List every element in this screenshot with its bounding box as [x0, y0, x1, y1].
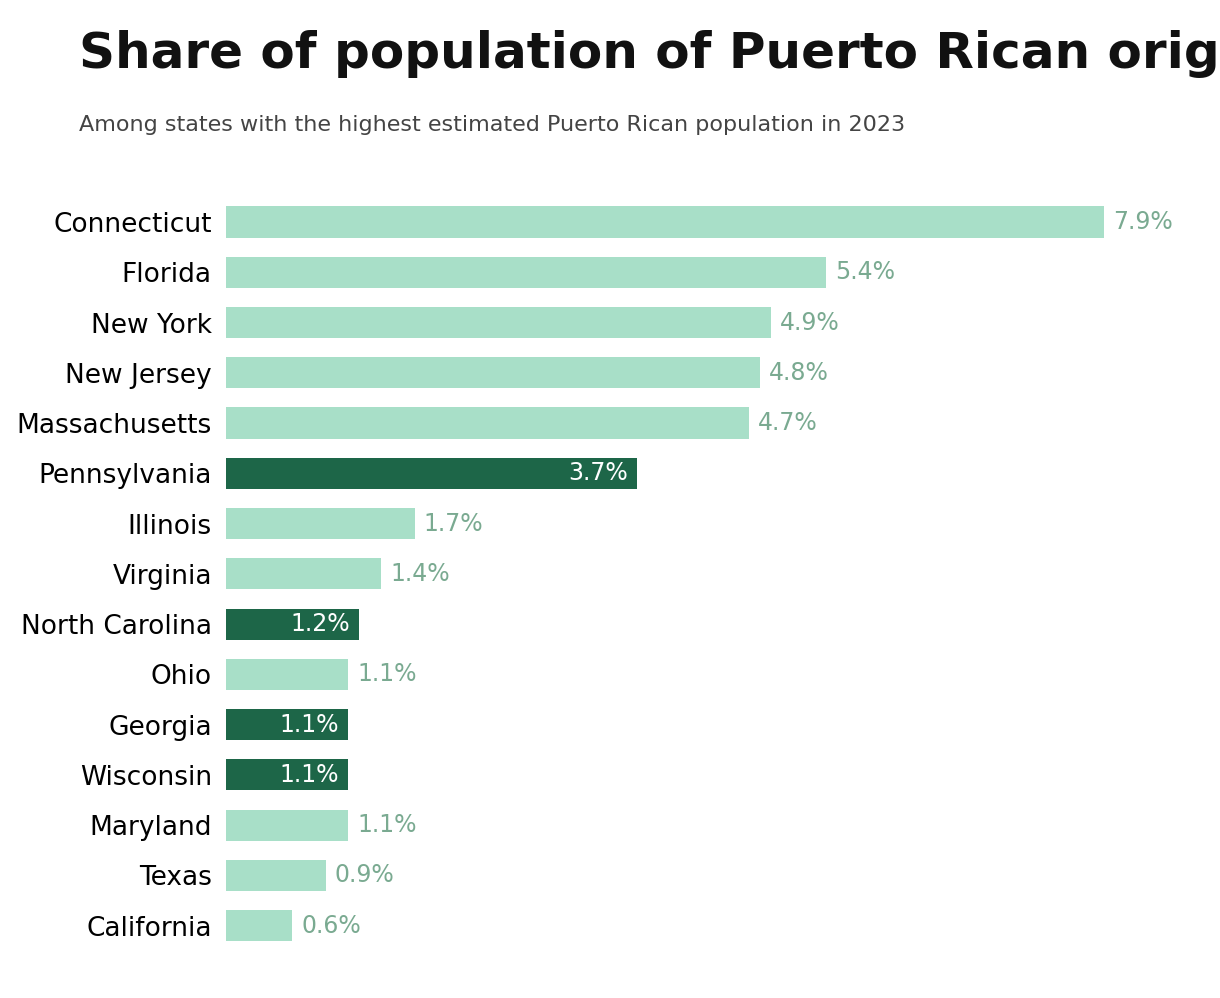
Text: 7.9%: 7.9%: [1114, 210, 1174, 234]
Text: 1.7%: 1.7%: [423, 512, 483, 536]
Bar: [226, 307, 771, 338]
Text: 0.6%: 0.6%: [301, 914, 361, 938]
Text: 1.2%: 1.2%: [290, 612, 350, 636]
Bar: [226, 207, 1104, 238]
Text: Swing state: Swing state: [714, 103, 854, 123]
Bar: [226, 508, 415, 539]
Text: 4.7%: 4.7%: [758, 411, 817, 435]
Text: 4.8%: 4.8%: [769, 361, 828, 385]
Text: 1.1%: 1.1%: [357, 663, 416, 687]
Text: 0.9%: 0.9%: [334, 863, 394, 887]
Text: 4.9%: 4.9%: [780, 310, 839, 334]
Bar: [226, 759, 348, 790]
Bar: [226, 910, 293, 941]
Bar: [226, 659, 348, 690]
Bar: [226, 407, 749, 439]
Text: 1.1%: 1.1%: [279, 762, 339, 786]
Bar: [226, 256, 826, 287]
Bar: [226, 860, 326, 891]
Bar: [226, 558, 382, 590]
Text: 1.1%: 1.1%: [279, 713, 339, 737]
Bar: [226, 357, 760, 388]
Text: 5.4%: 5.4%: [836, 260, 895, 284]
Text: 3.7%: 3.7%: [569, 461, 628, 485]
Bar: [226, 809, 348, 840]
Text: 1.1%: 1.1%: [357, 813, 416, 837]
Bar: [226, 709, 348, 741]
Text: Among states with the highest estimated Puerto Rican population in 2023: Among states with the highest estimated …: [79, 115, 905, 135]
Bar: [226, 609, 359, 640]
Bar: [226, 458, 637, 489]
Text: 1.4%: 1.4%: [390, 562, 450, 586]
Text: Share of population of Puerto Rican origin: Share of population of Puerto Rican orig…: [79, 30, 1220, 78]
